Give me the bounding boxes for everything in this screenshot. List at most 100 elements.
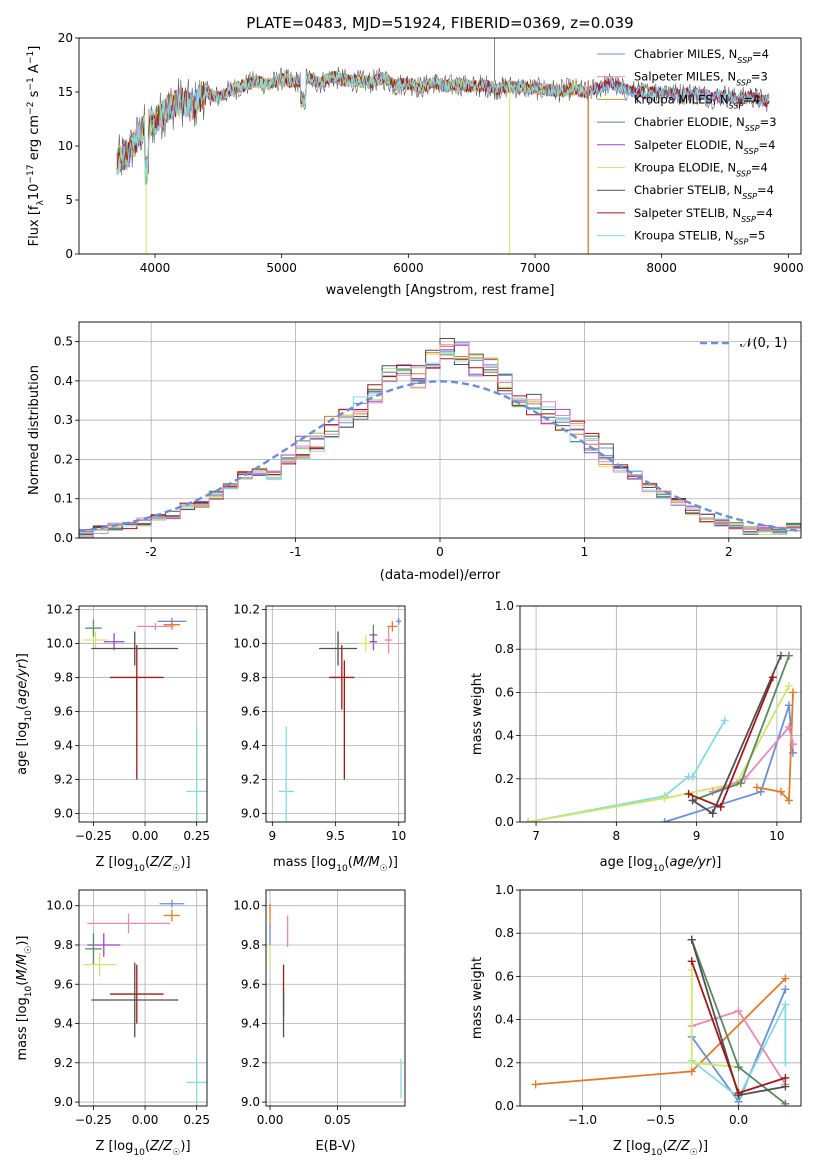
y-tick-label: 0.5: [54, 335, 73, 349]
plus-marker: [688, 772, 697, 781]
data-point: [91, 962, 179, 1038]
axes-mass_vs_Z: −0.25 0.00 0.25 9.0 9.2 9.4 9.6 9.8 10.0 Z [log10…: [15, 889, 210, 1158]
plus-marker: [687, 1058, 696, 1067]
plus-marker: [734, 1089, 743, 1098]
legend-label: Salpeter STELIB, NSSP=4: [634, 206, 773, 224]
plus-marker: [788, 740, 797, 749]
legend-label: Chabrier STELIB, NSSP=4: [634, 183, 774, 201]
data-point: [91, 631, 179, 666]
plus-marker: [736, 779, 745, 788]
legend-label: 𝒩(0, 1): [740, 336, 787, 351]
series-line: [752, 688, 797, 805]
y-tick-label: 20: [58, 31, 73, 45]
series-path: [527, 685, 790, 822]
x-tick-label: −0.25: [75, 1113, 112, 1127]
series-line: [688, 651, 785, 818]
y-tick-label: 0.8: [495, 642, 514, 656]
data-point: [186, 1058, 207, 1106]
plus-marker: [784, 796, 793, 805]
plus-marker: [531, 1080, 540, 1089]
x-axis-label: Z [log10(Z/Z☉)]: [95, 855, 190, 874]
y-tick-label: 9.2: [54, 772, 73, 786]
y-tick-label: 10.0: [233, 636, 260, 650]
plus-marker: [784, 681, 793, 690]
y-tick-label: 10.0: [46, 899, 73, 913]
plus-marker: [688, 796, 697, 805]
axes-mass_vs_ebv: 0.00 0.05 9.0 9.2 9.4 9.6 9.8 10.0 E(B-V): [233, 889, 406, 1154]
axes-age_vs_Z: −0.25 0.00 0.25 9.0 9.2 9.4 9.6 9.8 10.0 10.2 Z [l…: [15, 602, 210, 874]
plus-marker: [781, 1000, 790, 1009]
data-point: [159, 899, 185, 908]
y-tick-label: 9.4: [241, 1017, 260, 1031]
plus-marker: [524, 818, 533, 822]
y-tick-label: 0.6: [495, 685, 514, 699]
data-point: [163, 619, 181, 630]
axes-frame: [519, 889, 802, 1107]
y-tick-label: 0.4: [495, 729, 514, 743]
plus-marker: [776, 651, 785, 660]
legend-label: Salpeter MILES, NSSP=3: [634, 70, 768, 88]
plus-marker: [781, 1073, 790, 1082]
y-tick-label: 0.1: [54, 492, 73, 506]
x-tick-label: 0: [436, 545, 444, 559]
x-tick-label: 9: [693, 829, 701, 843]
x-tick-label: -1: [290, 545, 302, 559]
data-point: [85, 933, 102, 965]
plus-marker: [781, 1099, 790, 1106]
y-tick-label: 9.2: [54, 1056, 73, 1070]
series-path: [664, 705, 794, 822]
y-tick-label: 0.4: [495, 1013, 514, 1027]
legend-label: Kroupa STELIB, NSSP=5: [634, 229, 765, 247]
plus-marker: [752, 783, 761, 792]
y-axis-label: Flux [fλ10−17 erg cm−2 s−1 A−1]: [26, 46, 46, 247]
axes-massweight_vs_age: 7 8 9 10 0.0 0.2 0.4 0.6 0.8 1.0 age [log10(age/yr…: [470, 599, 802, 874]
y-axis-label: mass weight: [470, 957, 485, 1039]
x-tick-label: 4000: [140, 261, 171, 275]
chart-title: PLATE=0483, MJD=51924, FIBERID=0369, z=0…: [246, 14, 633, 32]
x-axis-label: (data-model)/error: [380, 568, 501, 583]
plus-marker: [687, 957, 696, 966]
y-tick-label: 9.8: [54, 938, 73, 952]
y-tick-label: 0: [65, 247, 73, 261]
x-tick-label: -2: [145, 545, 157, 559]
legend-label: Chabrier MILES, NSSP=4: [634, 47, 769, 65]
plus-marker: [784, 651, 793, 660]
plus-marker: [781, 974, 790, 983]
y-axis-label: mass weight: [470, 673, 485, 755]
plus-marker: [784, 722, 793, 731]
plus-marker: [768, 673, 777, 682]
x-axis-label: age [log10(age/yr)]: [600, 855, 722, 874]
x-axis-label: mass [log10(M/M☉)]: [273, 855, 398, 874]
legend-label: Kroupa ELODIE, NSSP=4: [634, 161, 768, 179]
data-point: [163, 909, 181, 922]
y-axis-label: age [log10(age/yr)]: [15, 653, 34, 775]
y-tick-label: 9.8: [241, 938, 260, 952]
y-tick-label: 0.2: [54, 452, 73, 466]
series-line: [684, 673, 777, 811]
y-tick-label: 0.2: [495, 772, 514, 786]
x-tick-label: 9.5: [326, 829, 345, 843]
y-tick-label: 9.4: [54, 1017, 73, 1031]
data-point: [85, 619, 102, 637]
y-tick-label: 1.0: [495, 599, 514, 613]
axes-frame: [78, 37, 802, 255]
y-tick-label: 0.3: [54, 413, 73, 427]
plus-marker: [756, 787, 765, 796]
y-tick-label: 0.0: [495, 815, 514, 829]
plus-marker: [687, 935, 696, 944]
data-point: [87, 913, 170, 934]
y-tick-label: 9.6: [241, 977, 260, 991]
y-tick-label: 15: [58, 85, 73, 99]
x-tick-label: 10: [391, 829, 406, 843]
data-point: [103, 633, 125, 651]
x-tick-label: 0.0: [729, 1113, 748, 1127]
spectrum-line: [116, 71, 770, 186]
plus-marker: [734, 1063, 743, 1072]
data-point: [87, 933, 121, 957]
x-tick-label: 5000: [266, 261, 297, 275]
plus-marker: [734, 1006, 743, 1015]
data-point: [83, 952, 117, 977]
normal-curve: [79, 380, 801, 533]
legend-label: Chabrier ELODIE, NSSP=3: [634, 115, 777, 133]
y-tick-label: 0.6: [495, 969, 514, 983]
